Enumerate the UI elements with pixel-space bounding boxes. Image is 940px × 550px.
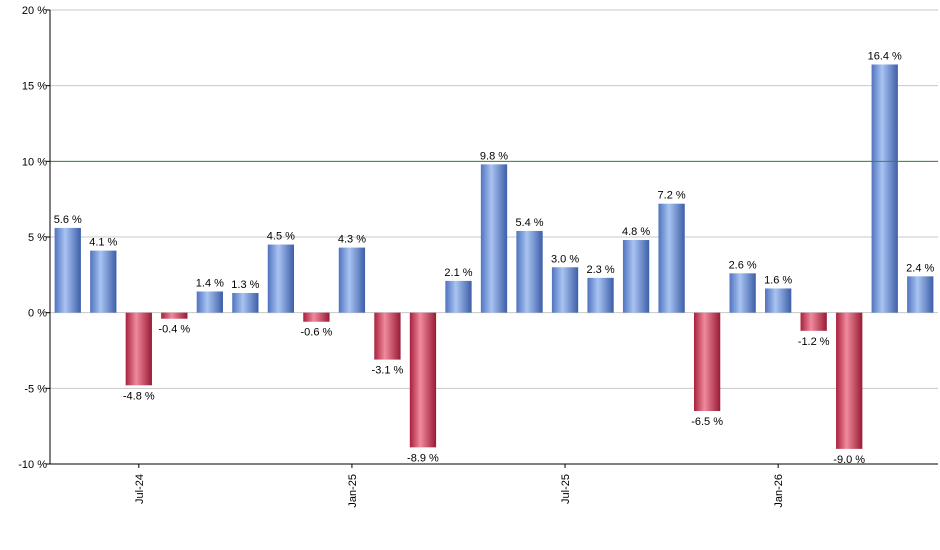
- bar-value-label: -6.5 %: [691, 416, 723, 428]
- data-labels: 5.6 % 4.1 % -4.8 % -0.4 % 1.4 % 1.3 % 4.5 % -0.…: [54, 50, 935, 465]
- x-axis-tick-labels: Jul-24 Jan-25 Jul-25 Jan-26: [134, 464, 785, 508]
- bars: [54, 64, 934, 449]
- y-tick-label: 0 %: [28, 308, 47, 320]
- bar: [907, 276, 934, 313]
- bar: [622, 240, 650, 313]
- y-tick-label: 20 %: [22, 5, 47, 17]
- bar: [516, 230, 543, 313]
- bar: [374, 312, 401, 360]
- bar-value-label: -9.0 %: [833, 454, 865, 466]
- bar: [196, 291, 223, 313]
- bar: [800, 312, 827, 331]
- bar-value-label: -0.4 %: [158, 324, 190, 336]
- y-tick-label: -5 %: [24, 383, 47, 395]
- bar-value-label: -0.6 %: [301, 327, 333, 339]
- y-tick-label: -10 %: [18, 459, 47, 471]
- bar: [161, 312, 188, 319]
- bar-value-label: -4.8 %: [123, 390, 155, 402]
- x-tick-label: Jul-25: [560, 474, 572, 504]
- bar-value-label: -1.2 %: [798, 336, 830, 348]
- bar: [836, 312, 863, 449]
- bar-value-label: 1.3 %: [231, 279, 259, 291]
- bar-value-label: 4.1 %: [89, 237, 117, 249]
- y-tick-label: 10 %: [22, 156, 47, 168]
- bar-value-label: 16.4 %: [868, 50, 902, 62]
- x-tick-label: Jan-26: [773, 474, 785, 508]
- bar-value-label: 2.6 %: [729, 259, 757, 271]
- y-axis-tick-labels: -10 % -5 % 0 % 5 % 10 % 15 % 20 %: [18, 5, 50, 471]
- bar: [480, 164, 508, 313]
- bar: [587, 277, 614, 313]
- bar-value-label: 4.3 %: [338, 234, 366, 246]
- bar-value-label: 3.0 %: [551, 253, 579, 265]
- axes: [49, 10, 938, 465]
- x-tick-label: Jan-25: [347, 474, 359, 508]
- bar: [232, 292, 259, 313]
- bar: [54, 227, 81, 313]
- bar-value-label: 5.4 %: [515, 217, 543, 229]
- bar: [765, 288, 792, 313]
- bar-value-label: 4.8 %: [622, 226, 650, 238]
- bar: [409, 312, 437, 448]
- bar-value-label: 7.2 %: [658, 190, 686, 202]
- x-tick-label: Jul-24: [134, 474, 146, 504]
- bar-value-label: -3.1 %: [372, 365, 404, 377]
- bar: [693, 312, 721, 412]
- bar: [658, 203, 685, 313]
- bar-value-label: 4.5 %: [267, 231, 295, 243]
- bar-value-label: 2.1 %: [444, 267, 472, 279]
- bar: [338, 247, 366, 313]
- bar: [445, 280, 472, 313]
- y-tick-label: 15 %: [22, 81, 47, 93]
- bar-value-label: 2.3 %: [586, 264, 614, 276]
- bar-value-label: 2.4 %: [906, 262, 934, 274]
- bar: [551, 267, 579, 313]
- bar: [90, 250, 117, 313]
- bar: [125, 312, 152, 386]
- bar-value-label: 1.6 %: [764, 274, 792, 286]
- y-tick-label: 5 %: [28, 232, 47, 244]
- bar: [729, 273, 756, 313]
- bar-value-label: 5.6 %: [54, 214, 82, 226]
- bar: [267, 244, 295, 313]
- bar-value-label: 9.8 %: [480, 150, 508, 162]
- bar-value-label: -8.9 %: [407, 452, 439, 464]
- bar-value-label: 1.4 %: [196, 277, 224, 289]
- bar: [303, 312, 330, 322]
- bar: [871, 64, 898, 313]
